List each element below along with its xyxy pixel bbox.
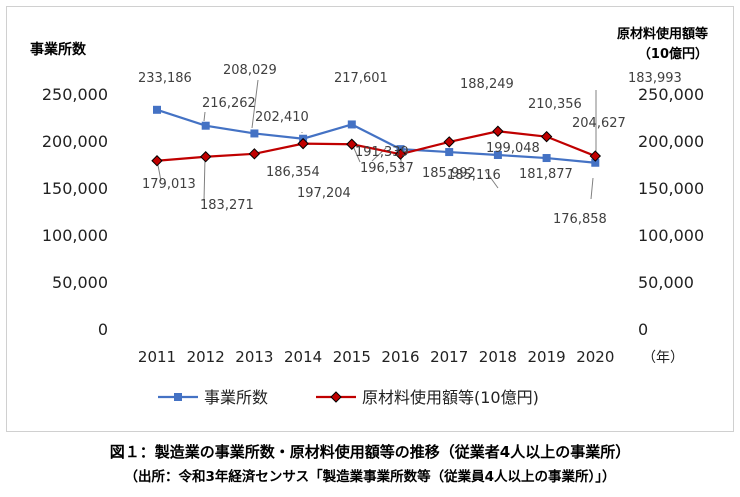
data-label-2-2014: 197,204 bbox=[297, 186, 351, 201]
data-label-1-2020: 176,858 bbox=[553, 212, 607, 227]
point-1-2013 bbox=[250, 129, 259, 138]
left-axis-title: 事業所数 bbox=[30, 41, 87, 58]
y-tick-right-1: 50,000 bbox=[638, 273, 694, 292]
point-2-2018 bbox=[492, 125, 504, 137]
leader-line-1-6 bbox=[590, 177, 594, 200]
point-1-2020 bbox=[591, 158, 600, 167]
point-2-2016 bbox=[394, 148, 407, 160]
data-label-2-2013: 186,354 bbox=[266, 165, 320, 180]
chart-frame bbox=[6, 6, 734, 432]
y-tick-left-5: 250,000 bbox=[42, 85, 108, 104]
figure-caption: 図１：製造業の事業所数・原材料使用額等の推移（従業者4人以上の事業所） bbox=[109, 443, 631, 461]
point-1-2019 bbox=[542, 154, 551, 163]
data-label-1-2015: 217,601 bbox=[334, 71, 388, 86]
legend-label-1: 事業所数 bbox=[204, 388, 268, 407]
x-tick-2013: 2013 bbox=[235, 348, 273, 366]
point-2-2013 bbox=[248, 148, 261, 160]
point-1-2011 bbox=[153, 105, 161, 114]
y-tick-left-0: 0 bbox=[98, 320, 108, 339]
x-tick-2016: 2016 bbox=[381, 348, 419, 366]
data-label-1-2012: 216,262 bbox=[202, 96, 256, 111]
point-2-2014 bbox=[297, 137, 309, 150]
point-2-2020 bbox=[589, 150, 602, 162]
point-1-2017 bbox=[445, 148, 454, 157]
x-axis-unit: （年） bbox=[642, 350, 684, 366]
line-chart: 事業所数 原材料使用額等 （10億円） 0 0 50,000 50,000 100,000 10… bbox=[30, 26, 708, 407]
x-tick-2018: 2018 bbox=[479, 348, 517, 366]
data-label-2-2012: 183,271 bbox=[200, 198, 254, 213]
x-tick-2019: 2019 bbox=[528, 348, 566, 366]
series-line-2 bbox=[156, 130, 596, 162]
right-axis-title: 原材料使用額等 bbox=[617, 26, 708, 42]
data-label-1-2013: 208,029 bbox=[223, 63, 277, 78]
data-label-1-2014: 202,410 bbox=[255, 110, 309, 125]
data-label-1-2016: 191,339 bbox=[355, 145, 409, 160]
point-1-2015 bbox=[347, 120, 356, 129]
data-label-2-2019: 204,627 bbox=[572, 116, 626, 131]
data-label-2-2018: 210,356 bbox=[528, 97, 582, 112]
x-tick-2020: 2020 bbox=[576, 348, 614, 366]
y-tick-right-4: 200,000 bbox=[638, 132, 704, 151]
x-tick-2017: 2017 bbox=[430, 348, 468, 366]
data-label-2-2017: 199,048 bbox=[486, 141, 540, 156]
y-tick-left-3: 150,000 bbox=[42, 179, 108, 198]
y-tick-left-4: 200,000 bbox=[42, 132, 108, 151]
point-2-2015 bbox=[346, 138, 358, 150]
figure-source: （出所：令和3年経済センサス「製造業事業所数等（従業員4人以上の事業所）」） bbox=[124, 469, 616, 485]
data-label-2-2015: 196,537 bbox=[360, 161, 414, 176]
y-tick-right-5: 250,000 bbox=[638, 85, 704, 104]
series-line-1 bbox=[156, 108, 596, 164]
right-axis-unit: （10億円） bbox=[638, 46, 708, 62]
x-tick-2015: 2015 bbox=[333, 348, 371, 366]
y-tick-right-3: 150,000 bbox=[638, 179, 704, 198]
leader-line-1-5 bbox=[484, 169, 499, 189]
leader-line-1-1 bbox=[203, 111, 206, 122]
point-1-2012 bbox=[201, 121, 210, 130]
legend-label-2: 原材料使用額等(10億円) bbox=[362, 388, 539, 407]
data-label-1-2011: 233,186 bbox=[138, 71, 192, 86]
leader-line-2-3 bbox=[352, 145, 361, 163]
y-tick-right-2: 100,000 bbox=[638, 226, 704, 245]
data-label-2-2011: 179,013 bbox=[142, 177, 196, 192]
data-label-1-2018: 185,116 bbox=[447, 168, 501, 183]
leader-line-1-2 bbox=[251, 79, 259, 129]
legend-marker-2 bbox=[330, 391, 342, 403]
point-1-2018 bbox=[493, 150, 502, 159]
data-label-1-2017: 188,249 bbox=[460, 77, 514, 92]
point-2-2017 bbox=[443, 136, 455, 148]
data-label-1-2019: 181,877 bbox=[519, 167, 573, 182]
y-tick-left-2: 100,000 bbox=[42, 226, 108, 245]
legend-marker-1 bbox=[174, 393, 182, 401]
point-2-2019 bbox=[540, 130, 553, 143]
x-tick-2012: 2012 bbox=[187, 348, 225, 366]
y-tick-left-1: 50,000 bbox=[52, 273, 108, 292]
point-2-2011 bbox=[151, 155, 163, 167]
y-tick-right-0: 0 bbox=[638, 320, 648, 339]
leader-line-2-2 bbox=[203, 157, 206, 202]
x-tick-2014: 2014 bbox=[284, 348, 322, 366]
data-label-2-2016: 185,992 bbox=[422, 166, 476, 181]
x-tick-2011: 2011 bbox=[138, 348, 176, 366]
data-label-2-2020: 183,993 bbox=[628, 71, 682, 86]
point-2-2012 bbox=[199, 151, 212, 163]
